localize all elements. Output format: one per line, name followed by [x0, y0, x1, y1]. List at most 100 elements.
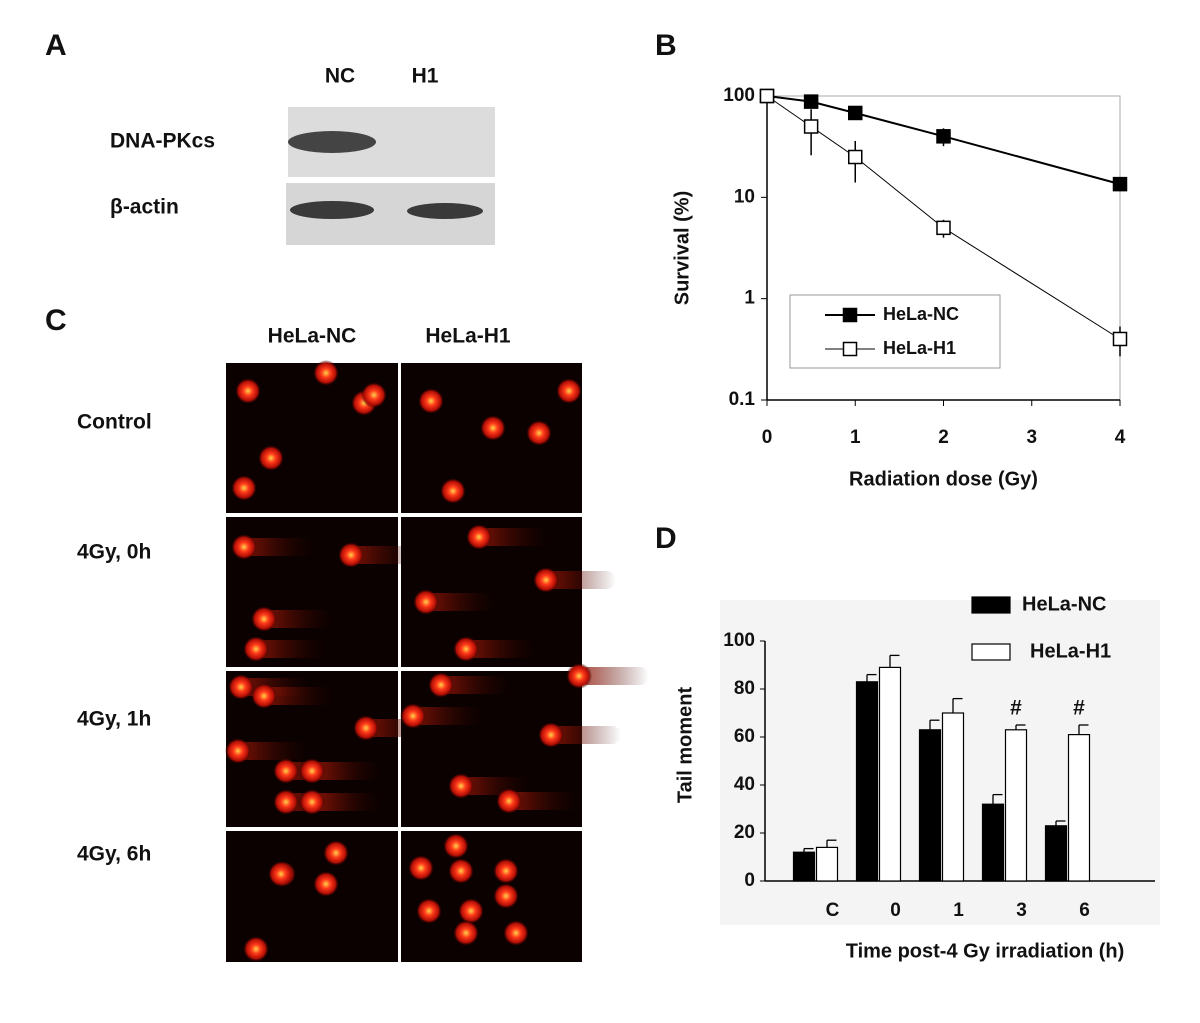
comet-head	[258, 445, 284, 471]
bar	[792, 851, 816, 882]
comet-head	[493, 883, 519, 909]
blot-column: H1	[412, 65, 439, 88]
x-axis-label: Radiation dose (Gy)	[849, 468, 1038, 490]
x-tick-label: 3	[1016, 900, 1027, 921]
comet-head	[496, 788, 522, 814]
comet-column: HeLa-NC	[268, 325, 357, 348]
comet-head	[526, 420, 552, 446]
y-tick-label: 0	[744, 870, 755, 891]
blot-row: β-actin	[110, 196, 179, 219]
panel-label: C	[45, 304, 67, 337]
blot-row: DNA-PKcs	[110, 130, 215, 153]
comet-head	[225, 738, 251, 764]
comet-head	[408, 855, 434, 881]
legend-label: HeLa-H1	[1030, 640, 1111, 662]
comet-head	[480, 415, 506, 441]
comet-tail	[579, 667, 649, 685]
comet-tail	[413, 707, 483, 725]
comet-head	[493, 858, 519, 884]
marker	[936, 129, 951, 144]
comet-tail	[244, 538, 314, 556]
comet-head	[416, 898, 442, 924]
y-tick-label: 60	[734, 726, 755, 747]
y-axis-label: Tail moment	[674, 687, 696, 804]
panel-label: B	[655, 29, 677, 62]
x-tick-label: 0	[890, 900, 901, 921]
comet-tail	[426, 593, 496, 611]
bar	[1067, 733, 1091, 882]
comet-head	[361, 382, 387, 408]
comet-tail	[256, 640, 326, 658]
x-tick-label: C	[826, 900, 840, 921]
x-axis-label: Time post-4 Gy irradiation (h)	[846, 940, 1125, 962]
y-tick-label: 100	[723, 85, 755, 106]
x-tick-label: 3	[1026, 427, 1037, 448]
panel-label: A	[45, 29, 67, 62]
comet-tail	[238, 742, 308, 760]
comet-head	[235, 378, 261, 404]
comet-row: 4Gy, 1h	[77, 708, 151, 731]
comet-head	[353, 715, 379, 741]
x-tick-label: 1	[850, 427, 861, 448]
comet-row: Control	[77, 411, 152, 434]
legend-label: HeLa-H1	[883, 338, 956, 358]
comet-tail	[441, 676, 511, 694]
comet-head	[268, 861, 294, 887]
comet-head	[251, 683, 277, 709]
comet-image	[401, 831, 582, 962]
marker	[803, 119, 819, 134]
blot-band	[290, 201, 374, 219]
comet-head	[231, 534, 257, 560]
comet-column: HeLa-H1	[425, 325, 511, 348]
x-tick-label: 4	[1115, 427, 1126, 448]
comet-head	[228, 674, 254, 700]
comet-head	[338, 542, 364, 568]
comet-head	[418, 388, 444, 414]
bar	[1004, 729, 1028, 882]
y-tick-label: 1	[744, 288, 755, 309]
legend-box	[789, 294, 1001, 369]
comet-head	[313, 871, 339, 897]
comet-head	[231, 475, 257, 501]
bar	[815, 846, 839, 882]
marker	[803, 94, 819, 109]
marker	[1112, 176, 1128, 192]
comet-head	[413, 589, 439, 615]
comet-head	[400, 703, 426, 729]
comet-head	[453, 920, 479, 946]
legend-swatch	[971, 596, 1011, 614]
marker	[759, 88, 775, 104]
blot-band	[407, 203, 483, 219]
comet-head	[566, 663, 592, 689]
legend-swatch	[971, 643, 1011, 661]
blot-column: NC	[325, 65, 355, 88]
comet-head	[503, 920, 529, 946]
bar	[941, 712, 965, 882]
comet-head	[458, 898, 484, 924]
comet-tail	[312, 762, 382, 780]
legend-marker	[842, 307, 858, 323]
x-tick-label: 2	[938, 427, 949, 448]
x-tick-label: 0	[762, 427, 773, 448]
comet-head	[453, 636, 479, 662]
comet-head	[538, 722, 564, 748]
comet-head	[243, 636, 269, 662]
comet-head	[243, 936, 269, 962]
x-tick-label: 1	[953, 900, 964, 921]
comet-tail	[466, 640, 536, 658]
comet-head	[313, 360, 339, 386]
annotation: #	[1073, 697, 1085, 720]
panel-label: D	[655, 522, 677, 555]
comet-head	[533, 567, 559, 593]
bar	[981, 803, 1005, 882]
marker	[848, 105, 863, 121]
blot-band	[288, 131, 376, 153]
comet-head	[273, 758, 299, 784]
comet-head	[466, 524, 492, 550]
comet-head	[323, 840, 349, 866]
comet-images	[225, 360, 649, 962]
comet-head	[299, 789, 325, 815]
comet-head	[448, 773, 474, 799]
legend-label: HeLa-NC	[1022, 593, 1106, 615]
